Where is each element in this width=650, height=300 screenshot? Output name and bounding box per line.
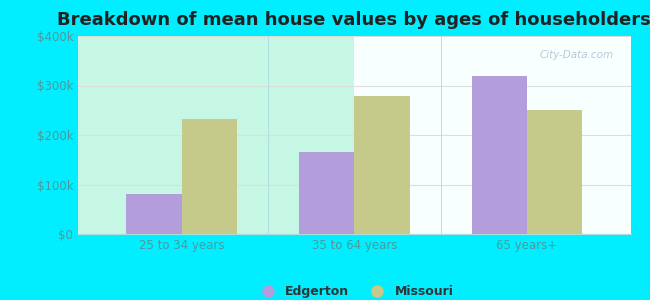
Bar (299, 152, 354, 234)
Bar (527, 110, 582, 234)
Bar (181, 119, 237, 234)
Text: City-Data.com: City-Data.com (540, 50, 614, 60)
Bar (354, 96, 410, 234)
Bar (126, 194, 181, 234)
Legend: Edgerton, Missouri: Edgerton, Missouri (250, 280, 458, 300)
Bar (472, 76, 527, 234)
Title: Breakdown of mean house values by ages of householders: Breakdown of mean house values by ages o… (57, 11, 650, 29)
